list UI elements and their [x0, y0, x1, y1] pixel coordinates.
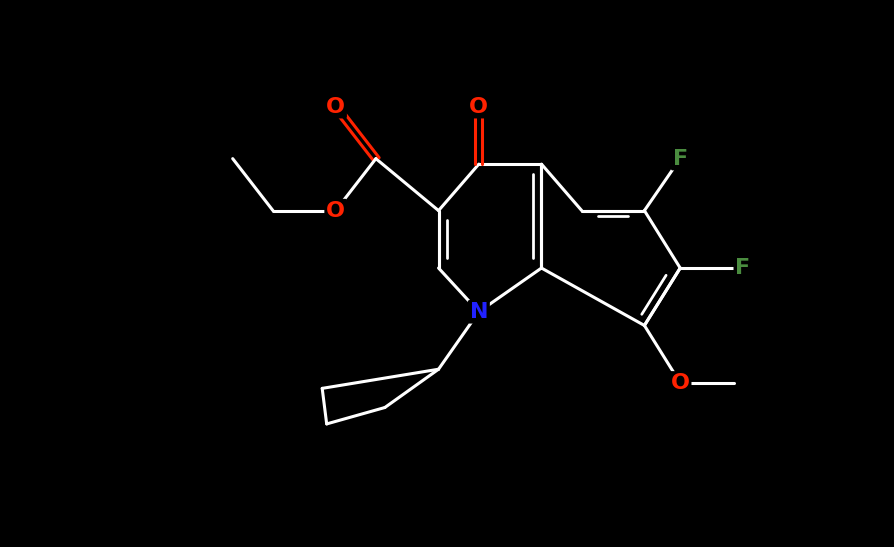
Text: N: N: [469, 302, 487, 322]
Text: F: F: [672, 149, 687, 168]
Text: O: O: [325, 97, 345, 117]
Text: O: O: [468, 97, 488, 117]
Text: O: O: [325, 201, 345, 220]
Text: F: F: [735, 258, 749, 278]
Text: O: O: [670, 373, 689, 393]
